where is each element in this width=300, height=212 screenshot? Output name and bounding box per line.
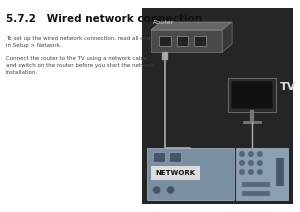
Bar (169, 152, 181, 162)
Circle shape (239, 160, 245, 166)
Bar (242, 191, 270, 196)
Bar (151, 30, 222, 52)
Circle shape (153, 186, 161, 194)
Circle shape (248, 160, 254, 166)
Circle shape (257, 169, 263, 175)
Bar (177, 36, 188, 46)
Polygon shape (222, 22, 232, 52)
Bar (194, 36, 206, 46)
Circle shape (239, 169, 245, 175)
Bar (276, 158, 284, 186)
Circle shape (257, 160, 263, 166)
Polygon shape (151, 22, 232, 30)
Bar (242, 182, 270, 187)
Text: Connect the router to the TV using a network cable
and switch on the router befo: Connect the router to the TV using a net… (6, 56, 154, 75)
Bar (159, 36, 171, 46)
Circle shape (248, 151, 254, 157)
Bar (231, 81, 273, 109)
Bar (153, 152, 165, 162)
Circle shape (257, 151, 263, 157)
Bar (228, 78, 276, 112)
Circle shape (167, 186, 175, 194)
Circle shape (248, 169, 254, 175)
Circle shape (239, 151, 245, 157)
Text: NETWORK: NETWORK (155, 170, 196, 176)
Text: To set up the wired network connection, read all chapters
in Setup > Network.: To set up the wired network connection, … (6, 36, 164, 48)
Text: TV: TV (280, 82, 296, 92)
Bar (147, 148, 234, 200)
Bar (162, 52, 168, 60)
Bar (142, 8, 292, 204)
Text: 5.7.2   Wired network connection: 5.7.2 Wired network connection (6, 14, 202, 24)
Bar (151, 166, 200, 180)
Text: Router: Router (153, 20, 174, 25)
Bar (236, 148, 288, 200)
